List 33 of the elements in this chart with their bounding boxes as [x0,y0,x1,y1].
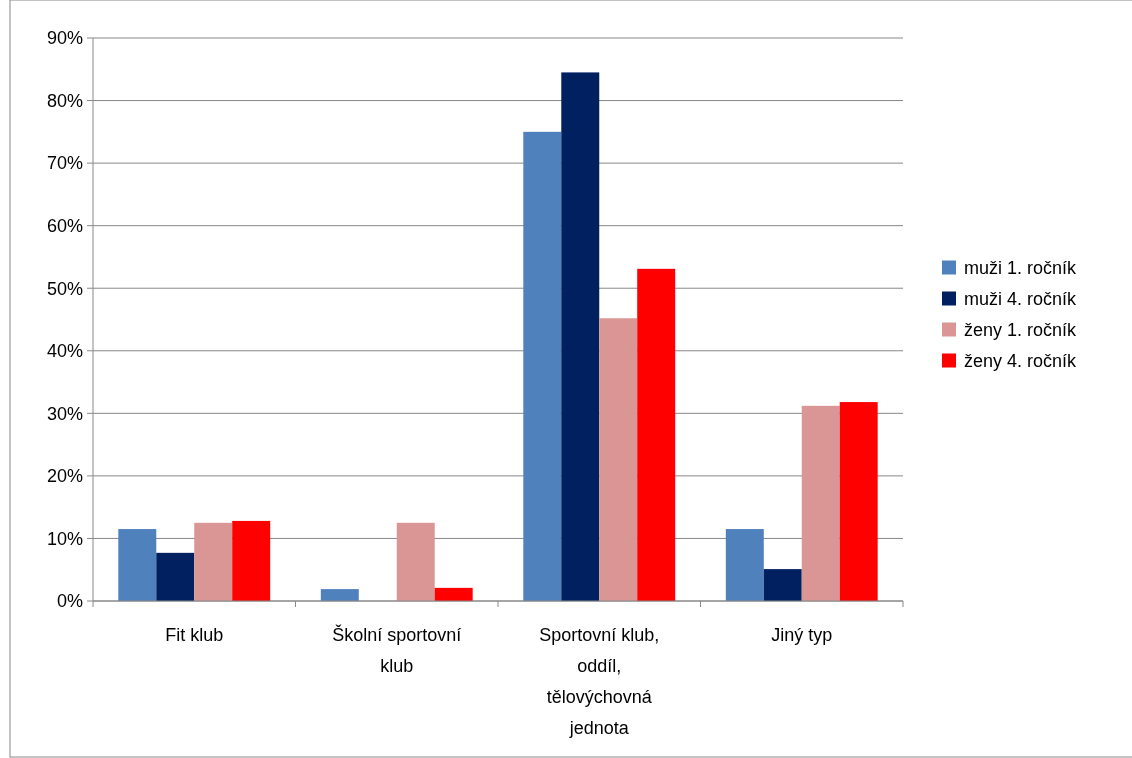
x-tick-label: Školní sportovní klub [332,624,462,676]
y-tick-label: 90% [46,28,83,49]
bar [118,529,157,601]
bar [194,522,233,601]
y-tick-label: 0% [56,591,83,612]
y-tick-label: 20% [46,466,83,487]
y-tick-label: 50% [46,278,83,299]
bar [232,520,271,601]
y-tick-label: 10% [46,528,83,549]
legend-label: muži 1. ročník [964,257,1078,278]
x-tick-label: Fit klub [165,625,224,645]
y-tick-label: 80% [46,90,83,111]
x-tick-label: Jiný typ [771,625,833,645]
legend-label: muži 4. ročník [964,288,1078,309]
legend-label: ženy 4. ročník [964,350,1078,371]
bar [396,522,435,601]
y-tick-label: 30% [46,403,83,424]
bar [763,569,802,601]
bar [599,318,638,601]
bar [801,405,840,601]
y-tick-label: 40% [46,341,83,362]
y-tick-label: 60% [46,215,83,236]
x-tick-label: Sportovní klub, oddíl, tělovýchovná jednota [539,625,660,738]
bar [561,72,600,601]
y-tick-label: 70% [46,153,83,174]
bar [434,587,473,601]
bar [839,402,878,601]
bar [523,131,562,601]
bar [156,552,195,601]
bar [637,268,676,601]
bar [320,589,359,601]
bar [725,529,764,601]
legend-label: ženy 1. ročník [964,319,1078,340]
